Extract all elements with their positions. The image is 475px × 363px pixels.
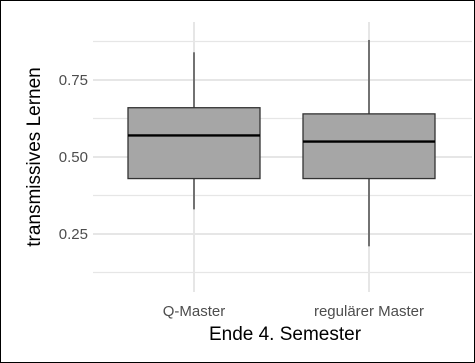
x-tick-label: Q-Master xyxy=(163,303,226,320)
x-tick-label: regulärer Master xyxy=(314,303,424,320)
x-tick-labels: Q-Master regulärer Master xyxy=(163,303,424,320)
box-regulaerer-master xyxy=(302,39,436,247)
box-iqr xyxy=(127,107,261,180)
y-tick-label: 0.25 xyxy=(59,226,88,243)
y-tick-labels: 0.25 0.50 0.75 xyxy=(59,72,88,243)
boxes-layer xyxy=(127,39,436,247)
box-iqr xyxy=(302,113,436,180)
x-axis-title: Ende 4. Semester xyxy=(209,324,362,345)
box-q-master xyxy=(127,52,261,210)
y-axis-title: transmissives Lernen xyxy=(24,67,45,247)
y-tick-label: 0.75 xyxy=(59,72,88,89)
y-tick-label: 0.50 xyxy=(59,149,88,166)
